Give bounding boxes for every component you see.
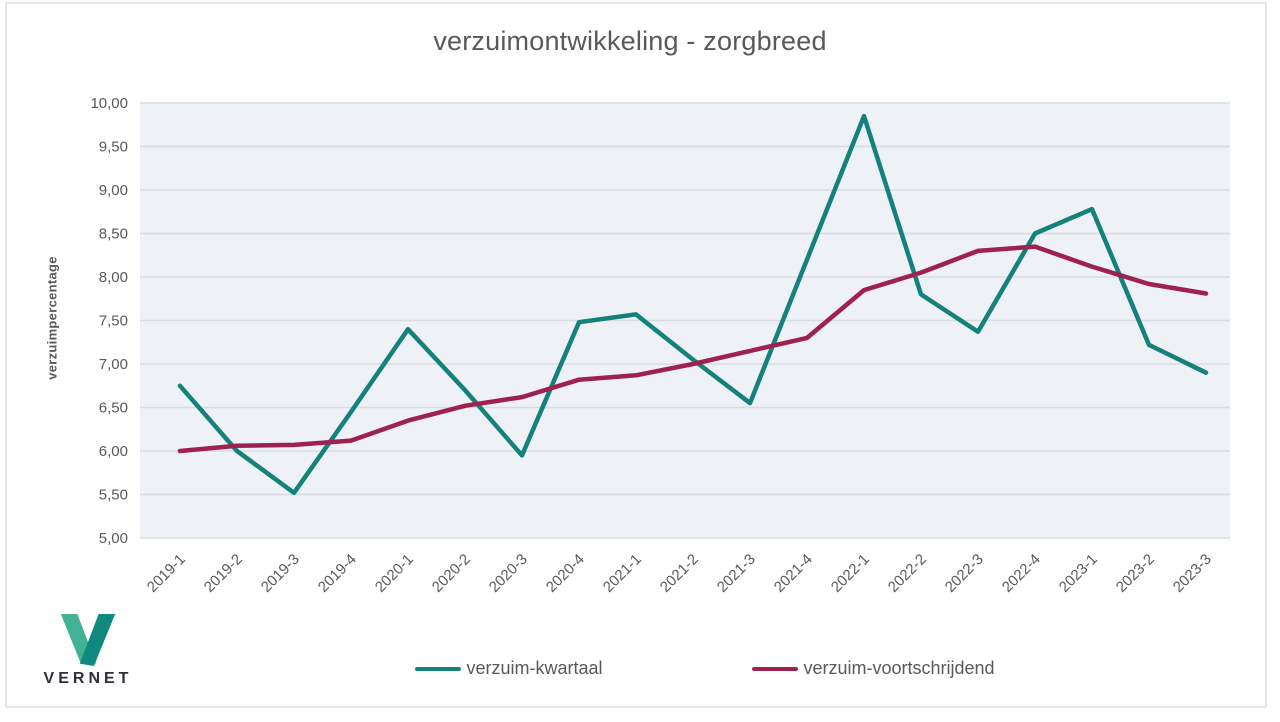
x-tick-label: 2020-4	[543, 551, 588, 596]
y-tick-label: 9,00	[99, 182, 128, 199]
series-line-verzuim-voortschrijdend	[177, 244, 1209, 454]
x-tick-label: 2019-1	[144, 551, 189, 596]
x-tick-label: 2023-1	[1056, 551, 1101, 596]
x-tick-label: 2022-2	[885, 551, 930, 596]
legend-label-kwartaal: verzuim-kwartaal	[466, 658, 603, 678]
vernet-logo: VERNET	[28, 614, 148, 688]
y-tick-label: 6,50	[99, 400, 128, 417]
vernet-v-icon	[60, 614, 116, 666]
x-tick-label: 2020-1	[372, 551, 417, 596]
x-tick-label: 2021-3	[714, 551, 759, 596]
y-tick-label: 5,50	[99, 487, 128, 504]
y-tick-label: 6,00	[99, 443, 128, 460]
legend-label-voortschrijdend: verzuim-voortschrijdend	[803, 658, 995, 678]
x-tick-label: 2020-3	[486, 551, 531, 596]
y-tick-label: 8,00	[99, 269, 128, 286]
series-line-verzuim-kwartaal	[177, 113, 1209, 496]
legend-swatch-teal-line-icon	[415, 666, 462, 671]
x-tick-label: 2023-2	[1113, 551, 1158, 596]
y-tick-label: 7,00	[99, 356, 128, 373]
y-tick-label: 10,00	[90, 95, 128, 112]
y-tick-label: 5,00	[99, 530, 128, 547]
y-axis-title: verzuimpercentage	[44, 256, 60, 380]
x-tick-label: 2022-1	[828, 551, 873, 596]
x-tick-label: 2021-4	[771, 551, 816, 596]
chart-legend: verzuim-kwartaal verzuim-voortschrijdend	[130, 658, 1280, 679]
y-tick-label: 8,50	[99, 226, 128, 243]
x-tick-label: 2023-3	[1170, 551, 1215, 596]
x-tick-label: 2019-2	[201, 551, 246, 596]
x-tick-label: 2021-2	[657, 551, 702, 596]
x-tick-label: 2022-3	[942, 551, 987, 596]
vernet-logo-text: VERNET	[43, 670, 133, 687]
chart-title: verzuimontwikkeling - zorgbreed	[433, 26, 827, 56]
x-tick-label: 2022-4	[999, 551, 1044, 596]
y-tick-label: 9,50	[99, 139, 128, 156]
x-tick-label: 2021-1	[600, 551, 645, 596]
x-tick-label: 2019-4	[315, 551, 360, 596]
legend-item-voortschrijdend: verzuim-voortschrijdend	[752, 658, 995, 679]
x-tick-label: 2020-2	[429, 551, 474, 596]
legend-item-kwartaal: verzuim-kwartaal	[415, 658, 602, 679]
y-tick-label: 7,50	[99, 313, 128, 330]
x-tick-label: 2019-3	[258, 551, 303, 596]
legend-swatch-maroon-line-icon	[752, 666, 799, 671]
